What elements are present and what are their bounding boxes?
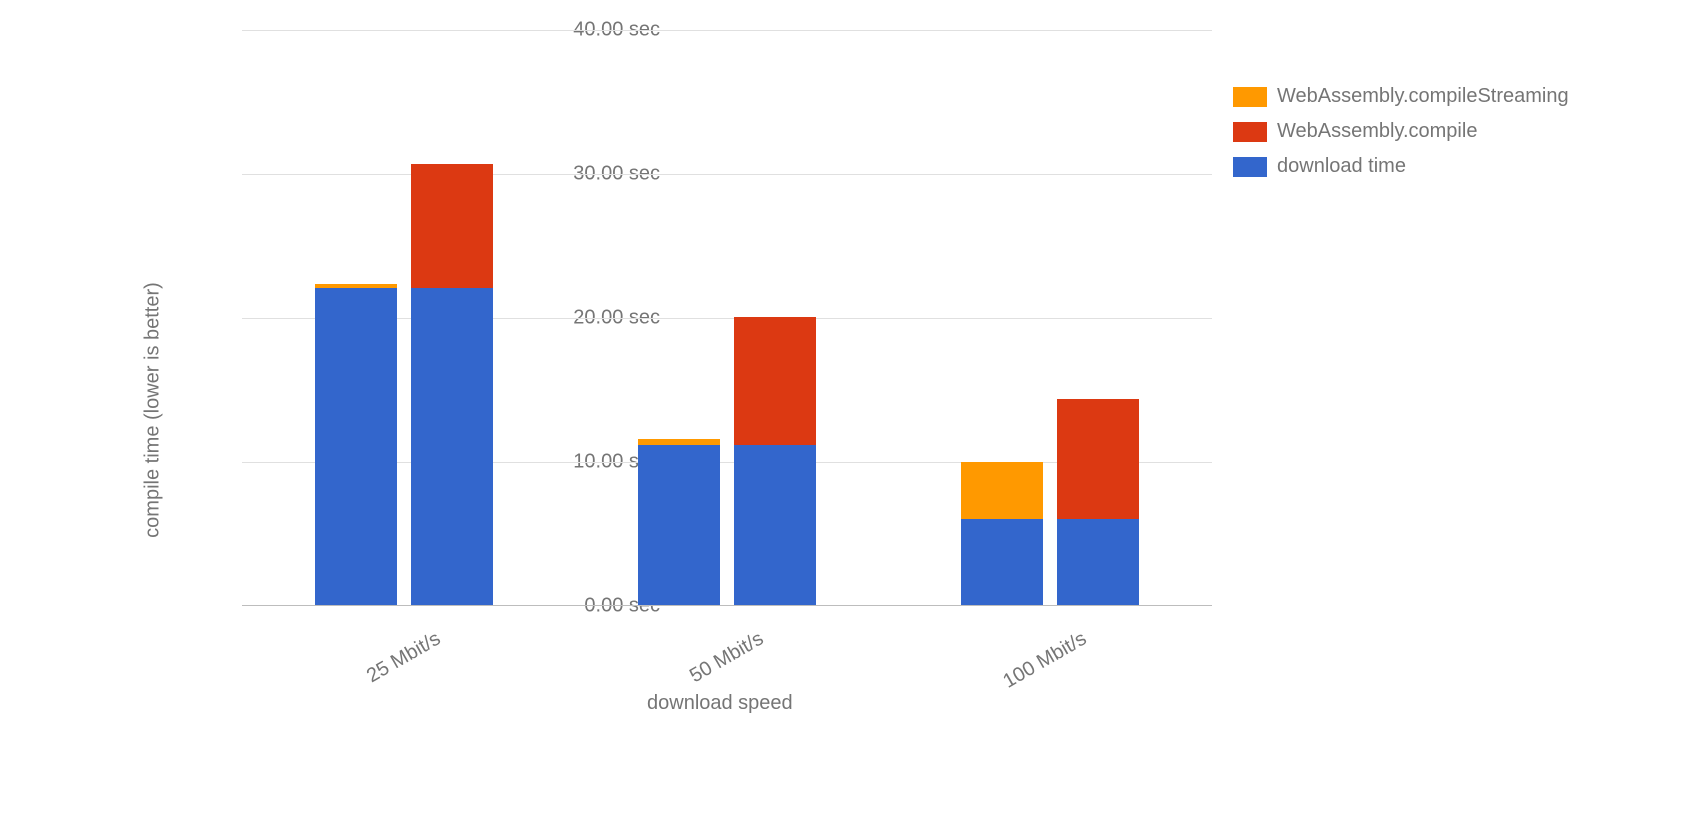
legend-label: WebAssembly.compileStreaming <box>1277 85 1569 108</box>
chart-container: compile time (lower is better) 0.00 sec1… <box>80 30 1640 790</box>
bar-segment-download <box>638 445 720 605</box>
legend-item-download: download time <box>1233 155 1569 178</box>
bar-segment-compileStreaming <box>638 439 720 445</box>
legend-item-compile: WebAssembly.compile <box>1233 120 1569 143</box>
bar-segment-compileStreaming <box>961 462 1043 518</box>
gridline <box>242 30 1212 31</box>
legend: WebAssembly.compileStreaming WebAssembly.… <box>1233 85 1569 190</box>
legend-label: WebAssembly.compile <box>1277 120 1477 143</box>
bar <box>315 284 397 605</box>
bar <box>638 439 720 605</box>
bar-segment-download <box>734 445 816 605</box>
x-tick-label: 100 Mbit/s <box>984 628 1091 703</box>
bar-segment-download <box>961 519 1043 605</box>
bar-segment-compileStreaming <box>315 284 397 288</box>
legend-item-compileStreaming: WebAssembly.compileStreaming <box>1233 85 1569 108</box>
plot-area <box>242 30 1212 606</box>
bar-segment-compile <box>734 317 816 445</box>
bar <box>411 164 493 605</box>
bar <box>961 462 1043 605</box>
bar <box>1057 399 1139 605</box>
y-axis-label: compile time (lower is better) <box>141 282 164 538</box>
bar-segment-download <box>411 288 493 605</box>
bar <box>734 317 816 605</box>
bar-segment-download <box>1057 519 1139 605</box>
bar-segment-compile <box>1057 399 1139 519</box>
legend-label: download time <box>1277 155 1406 178</box>
x-tick-label: 25 Mbit/s <box>338 628 445 703</box>
x-axis-label: download speed <box>647 692 793 715</box>
gridline <box>242 174 1212 175</box>
legend-swatch <box>1233 122 1267 142</box>
bar-segment-download <box>315 288 397 605</box>
legend-swatch <box>1233 87 1267 107</box>
legend-swatch <box>1233 157 1267 177</box>
bar-segment-compile <box>411 164 493 288</box>
